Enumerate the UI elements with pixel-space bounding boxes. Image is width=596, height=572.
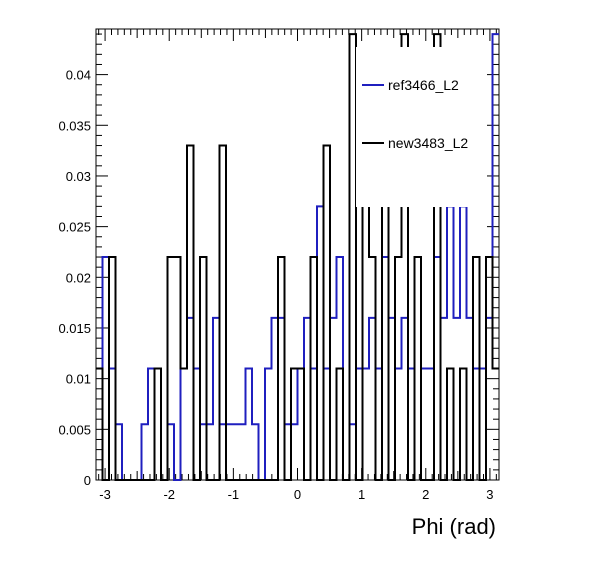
x-tick-label: -3 <box>99 487 111 502</box>
x-tick-label: 1 <box>358 487 365 502</box>
x-tick-label: -1 <box>228 487 240 502</box>
legend-label-new3483: new3483_L2 <box>388 135 468 151</box>
y-tick-label: 0 <box>84 473 91 488</box>
legend-label-ref3466: ref3466_L2 <box>388 77 459 93</box>
x-axis-title: Phi (rad) <box>412 514 496 539</box>
y-tick-label: 0.025 <box>58 220 91 235</box>
x-tick-label: 2 <box>422 487 429 502</box>
legend-box <box>356 47 484 207</box>
y-tick-label: 0.035 <box>58 118 91 133</box>
y-tick-label: 0.04 <box>66 68 91 83</box>
x-tick-label: 0 <box>294 487 301 502</box>
y-tick-label: 0.005 <box>58 422 91 437</box>
y-tick-label: 0.03 <box>66 169 91 184</box>
y-axis: 0 0.005 0.01 0.015 0.02 0.025 0.03 0.035 0.04 <box>58 33 499 488</box>
x-tick-label: 3 <box>486 487 493 502</box>
legend: ref3466_L2 new3483_L2 <box>356 47 484 207</box>
y-tick-label: 0.015 <box>58 321 91 336</box>
x-tick-label: -2 <box>163 487 175 502</box>
y-tick-label: 0.02 <box>66 270 91 285</box>
y-tick-label: 0.01 <box>66 372 91 387</box>
